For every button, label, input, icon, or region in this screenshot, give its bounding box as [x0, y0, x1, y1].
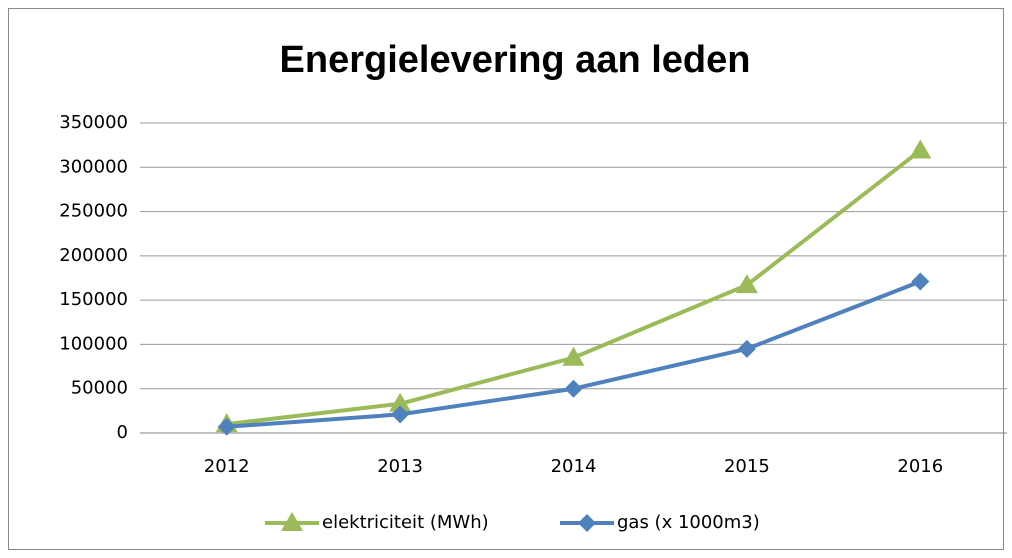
- marker: [909, 139, 932, 159]
- chart-title: Energielevering aan leden: [280, 39, 751, 81]
- y-tick-label: 300000: [59, 156, 128, 177]
- marker: [911, 272, 930, 291]
- marker: [737, 339, 756, 358]
- marker: [578, 514, 596, 532]
- marker: [564, 379, 583, 398]
- marker: [562, 346, 585, 366]
- y-tick-label: 0: [117, 422, 128, 443]
- marker: [391, 405, 410, 424]
- legend-label: gas (x 1000m3): [617, 512, 760, 533]
- x-tick-label: 2013: [377, 456, 423, 477]
- x-tick-label: 2015: [724, 456, 770, 477]
- x-tick-label: 2014: [551, 456, 597, 477]
- legend-label: elektriciteit (MWh): [322, 512, 489, 533]
- marker: [735, 274, 758, 294]
- x-tick-label: 2016: [897, 456, 943, 477]
- y-tick-label: 200000: [59, 245, 128, 266]
- y-tick-label: 250000: [59, 201, 128, 222]
- chart-frame: [8, 8, 1004, 550]
- marker: [389, 392, 412, 412]
- x-tick-label: 2012: [204, 456, 250, 477]
- y-tick-label: 50000: [71, 378, 128, 399]
- y-tick-label: 150000: [59, 289, 128, 310]
- marker: [217, 417, 236, 436]
- y-tick-label: 100000: [59, 333, 128, 354]
- y-tick-label: 350000: [59, 112, 128, 133]
- marker: [281, 512, 303, 531]
